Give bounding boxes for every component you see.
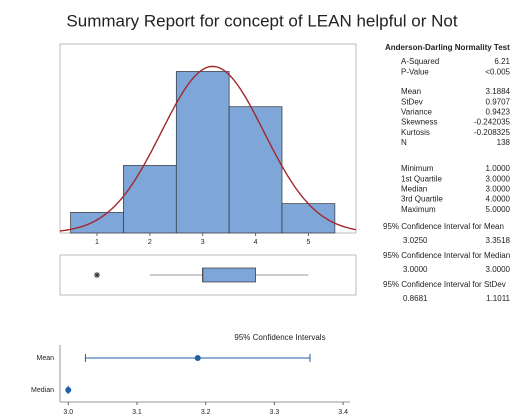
stat-label: StDev <box>401 97 423 106</box>
stat-value: -0.242035 <box>474 118 511 127</box>
interval-lower: 3.0000 <box>403 265 428 274</box>
interval-upper: 1.1011 <box>486 294 510 303</box>
test-title: Anderson-Darling Normality Test <box>385 43 510 52</box>
estimate-dot <box>65 387 72 393</box>
x-tick-label: 3.3 <box>270 409 280 416</box>
stat-label: P-Value <box>401 67 429 76</box>
stat-value: 1.0000 <box>486 164 511 173</box>
y-tick-label: Median <box>31 387 54 394</box>
interval-lower: 3.0250 <box>403 236 428 245</box>
interval-lower: 0.8681 <box>403 294 428 303</box>
stat-value: <0.005 <box>485 67 510 76</box>
interval-title: 95% Confidence Interval for Median <box>383 251 510 260</box>
stat-value: 4.0000 <box>486 195 511 204</box>
stat-label: 1st Quartile <box>401 174 442 183</box>
stat-value: 138 <box>497 138 511 147</box>
x-tick-label: 3 <box>201 239 205 246</box>
stat-label: Skewness <box>401 118 437 127</box>
x-tick-label: 3.4 <box>338 409 348 416</box>
stat-value: 6.21 <box>494 57 510 66</box>
stat-label: 3rd Quartile <box>401 195 443 204</box>
x-tick-label: 3.1 <box>132 409 142 416</box>
stat-value: 0.9707 <box>486 97 511 106</box>
x-tick-label: 2 <box>148 239 152 246</box>
x-tick-label: 4 <box>254 239 258 246</box>
normal-curve <box>59 65 357 232</box>
bar <box>228 106 283 234</box>
bar <box>175 71 230 234</box>
y-tick-label: Mean <box>36 355 54 362</box>
x-tick-label: 5 <box>306 239 310 246</box>
ci-title: 95% Confidence Intervals <box>234 333 325 342</box>
bar <box>70 212 124 234</box>
estimate-dot <box>194 355 201 361</box>
interval-upper: 3.0000 <box>486 265 511 274</box>
stat-label: Minimum <box>401 164 434 173</box>
stat-value: 3.0000 <box>486 174 511 183</box>
stat-value: 3.0000 <box>486 185 511 194</box>
x-tick-label: 1 <box>95 239 99 246</box>
interval-title: 95% Confidence Interval for Mean <box>383 222 504 231</box>
stat-label: Maximum <box>401 205 436 214</box>
stat-label: N <box>401 138 407 147</box>
outlier <box>94 272 100 278</box>
report-title: Summary Report for concept of LEAN helpf… <box>66 11 457 30</box>
interval-upper: 3.3518 <box>486 236 511 245</box>
interval-title: 95% Confidence Interval for StDev <box>383 280 506 289</box>
stat-label: Variance <box>401 108 433 117</box>
stat-label: Kurtosis <box>401 128 430 137</box>
stat-value: -0.208325 <box>474 128 511 137</box>
stat-label: A-Squared <box>401 57 439 66</box>
x-tick-label: 3.0 <box>63 409 73 416</box>
box <box>202 267 256 283</box>
stat-label: Mean <box>401 87 421 96</box>
stat-label: Median <box>401 185 427 194</box>
stat-value: 0.9423 <box>486 108 511 117</box>
bar <box>123 165 177 234</box>
plot-frame <box>59 254 357 296</box>
stat-value: 5.0000 <box>486 205 511 214</box>
x-tick-label: 3.2 <box>201 409 211 416</box>
stat-value: 3.1884 <box>486 87 511 96</box>
